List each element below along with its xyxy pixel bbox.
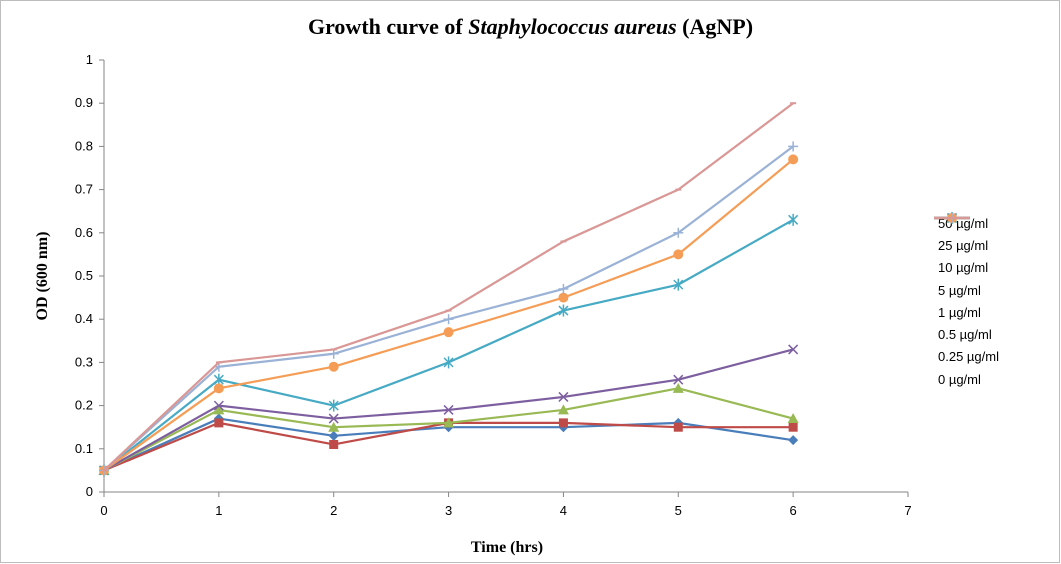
data-point: [788, 435, 799, 446]
data-point: [214, 418, 224, 428]
y-tick-label: 0.4: [75, 311, 93, 326]
x-tick-label: 3: [445, 503, 452, 518]
data-point: [788, 154, 799, 165]
y-tick-label: 0.6: [75, 225, 93, 240]
data-point: [673, 422, 683, 432]
legend-item: 10 µg/ml: [932, 212, 999, 279]
data-point: [328, 413, 339, 424]
data-point: [328, 361, 339, 372]
legend-label: 1 µg/ml: [938, 304, 981, 320]
data-point: [788, 422, 798, 432]
series-4: [98, 213, 799, 477]
chart-title-italic: Staphylococcus aureus: [468, 14, 677, 39]
legend-label: 5 µg/ml: [938, 282, 981, 298]
data-point: [443, 314, 454, 325]
legend-item: 0 µg/ml: [932, 216, 999, 390]
legend-item: 1 µg/ml: [932, 212, 999, 323]
data-point: [788, 213, 799, 226]
legend-label: 25 µg/ml: [938, 237, 989, 253]
data-point: [673, 249, 684, 260]
marker-stroke: [213, 400, 224, 411]
x-tick-label: 2: [330, 503, 337, 518]
legend-item: 0.5 µg/ml: [932, 213, 999, 345]
marker-stroke: [328, 413, 339, 424]
marker-stroke: [443, 404, 454, 415]
y-tick-label: 0.3: [75, 354, 93, 369]
data-point: [328, 421, 340, 432]
legend-label: 0.5 µg/ml: [938, 327, 992, 343]
y-axis-title: OD (600 nm): [34, 232, 51, 321]
plot-area: [98, 102, 799, 477]
data-point: [213, 400, 224, 411]
chart-title: Growth curve of Staphylococcus aureus (A…: [0, 14, 1061, 40]
data-point: [787, 413, 799, 424]
chart-title-prefix: Growth curve of: [307, 14, 469, 39]
x-tick-label: 4: [560, 503, 567, 518]
legend: 50 µg/ml 25 µg/ml 10 µg/ml 5 µg/ml 1 µg/ml 0.…: [932, 212, 999, 390]
data-point: [213, 404, 225, 415]
x-tick-label: 5: [675, 503, 682, 518]
x-tick-label: 6: [790, 503, 797, 518]
data-point: [788, 141, 799, 152]
y-tick-label: 0: [86, 484, 93, 499]
y-tick-label: 0.8: [75, 138, 93, 153]
x-tick-label: 7: [904, 503, 911, 518]
y-tick-label: 1: [86, 52, 93, 67]
legend-item: 0.25 µg/ml: [932, 213, 999, 368]
data-point: [443, 356, 454, 369]
y-tick-label: 0.2: [75, 398, 93, 413]
data-point: [788, 344, 799, 355]
data-point: [443, 327, 454, 338]
data-point: [443, 404, 454, 415]
marker-stroke: [558, 391, 569, 402]
y-tick-label: 0.1: [75, 441, 93, 456]
legend-swatch: [934, 216, 970, 220]
series-5: [99, 154, 799, 476]
series-3: [98, 344, 799, 476]
data-point: [558, 304, 569, 317]
series-7: [101, 102, 797, 472]
data-point: [673, 374, 684, 385]
y-tick-label: 0.5: [75, 268, 93, 283]
x-tick-label: 0: [100, 503, 107, 518]
data-point: [328, 430, 339, 441]
data-point: [213, 383, 224, 394]
legend-label: 0 µg/ml: [938, 371, 981, 387]
legend-item: 25 µg/ml: [932, 213, 999, 256]
data-point: [673, 227, 684, 238]
data-point: [558, 283, 569, 294]
series-line: [103, 218, 794, 472]
data-point: [443, 417, 455, 428]
marker-stroke: [788, 344, 799, 355]
y-tick-label: 0.7: [75, 182, 93, 197]
chart-title-suffix: (AgNP): [676, 14, 754, 39]
axes: [99, 59, 909, 497]
tick-labels: 0 0.1 0.2 0.3 0.4 0.5 0.6 0.7 0.8 0.9 1 0 1 2 3 4 5 6 7: [75, 52, 912, 518]
data-point: [329, 439, 339, 449]
x-tick-label: 1: [215, 503, 222, 518]
data-point: [558, 292, 569, 303]
data-point: [672, 382, 684, 393]
legend-label: 0.25 µg/ml: [938, 349, 999, 365]
data-point: [558, 418, 568, 428]
marker-stroke: [673, 374, 684, 385]
legend-label: 10 µg/ml: [938, 260, 989, 276]
y-tick-label: 0.9: [75, 95, 93, 110]
x-axis-title: Time (hrs): [471, 539, 543, 556]
data-point: [558, 391, 569, 402]
data-point: [328, 399, 339, 412]
legend-item: 5 µg/ml: [932, 212, 999, 301]
data-point: [557, 404, 569, 415]
data-point: [673, 278, 684, 291]
